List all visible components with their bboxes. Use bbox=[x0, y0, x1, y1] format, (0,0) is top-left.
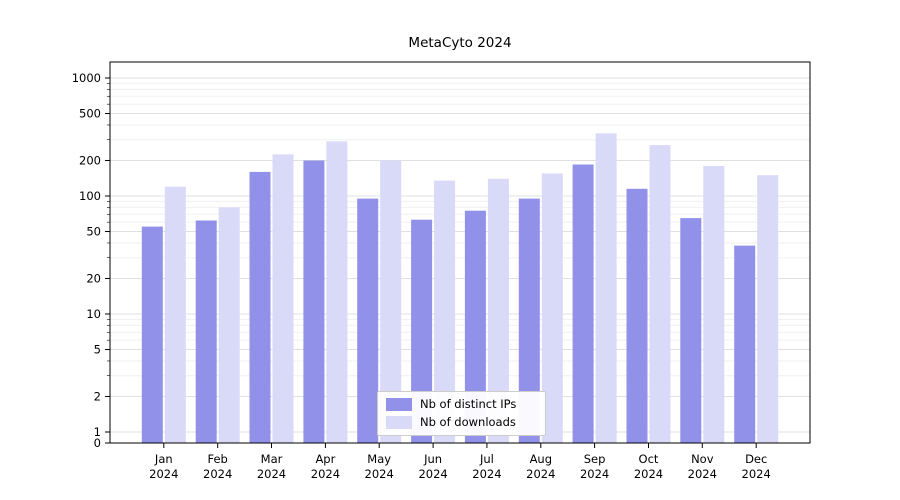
y-tick-label: 1 bbox=[94, 425, 101, 439]
bar-distinct-ips-9 bbox=[626, 188, 648, 443]
y-tick-label: 0 bbox=[94, 436, 101, 450]
bar-downloads-5 bbox=[434, 180, 456, 443]
x-tick-label-month: Apr bbox=[315, 452, 335, 466]
bar-distinct-ips-8 bbox=[572, 164, 594, 443]
x-tick-label-month: Oct bbox=[639, 452, 659, 466]
legend-swatch-distinct-ips-icon bbox=[386, 397, 412, 411]
y-tick-label: 50 bbox=[86, 225, 101, 239]
x-tick-label-month: Dec bbox=[745, 452, 767, 466]
bar-downloads-9 bbox=[649, 145, 671, 443]
bar-distinct-ips-3 bbox=[303, 160, 325, 443]
bar-distinct-ips-6 bbox=[464, 210, 486, 443]
x-tick-label-year: 2024 bbox=[203, 467, 232, 481]
y-tick-label: 20 bbox=[86, 272, 101, 286]
x-tick-label-month: Aug bbox=[530, 452, 552, 466]
chart-legend: Nb of distinct IPs Nb of downloads bbox=[377, 391, 546, 436]
x-tick-label-month: May bbox=[367, 452, 391, 466]
x-tick-label-month: Mar bbox=[261, 452, 283, 466]
legend-label-distinct-ips: Nb of distinct IPs bbox=[420, 397, 517, 411]
y-tick-label: 500 bbox=[79, 107, 101, 121]
x-tick-label-month: Feb bbox=[208, 452, 228, 466]
bar-downloads-4 bbox=[380, 160, 402, 443]
bar-downloads-8 bbox=[595, 133, 617, 444]
bar-downloads-1 bbox=[218, 207, 240, 443]
x-tick-label-year: 2024 bbox=[472, 467, 501, 481]
bar-downloads-6 bbox=[487, 178, 509, 444]
x-tick-label-month: Nov bbox=[691, 452, 714, 466]
y-tick-label: 10 bbox=[86, 307, 101, 321]
bar-downloads-11 bbox=[757, 175, 779, 443]
x-tick-label-year: 2024 bbox=[365, 467, 394, 481]
x-tick-label-month: Sep bbox=[584, 452, 606, 466]
bar-distinct-ips-1 bbox=[195, 220, 217, 443]
legend-item-distinct-ips: Nb of distinct IPs bbox=[386, 397, 537, 411]
x-tick-label-year: 2024 bbox=[418, 467, 447, 481]
x-tick-label-year: 2024 bbox=[688, 467, 717, 481]
bar-distinct-ips-5 bbox=[411, 219, 433, 443]
bar-downloads-3 bbox=[326, 141, 348, 443]
chart-title: MetaCyto 2024 bbox=[408, 35, 512, 51]
x-tick-label-year: 2024 bbox=[742, 467, 771, 481]
bar-distinct-ips-2 bbox=[249, 171, 271, 443]
x-tick-label-year: 2024 bbox=[526, 467, 555, 481]
plot-border bbox=[109, 61, 811, 444]
x-tick-label-year: 2024 bbox=[311, 467, 340, 481]
x-tick-label-month: Jun bbox=[423, 452, 442, 466]
bar-distinct-ips-7 bbox=[518, 198, 540, 443]
x-tick-label-year: 2024 bbox=[580, 467, 609, 481]
bar-downloads-7 bbox=[541, 173, 563, 443]
x-tick-label-year: 2024 bbox=[634, 467, 663, 481]
legend-swatch-downloads-icon bbox=[386, 415, 412, 429]
x-tick-label-month: Jan bbox=[154, 452, 173, 466]
y-tick-label: 200 bbox=[79, 154, 101, 168]
bar-downloads-2 bbox=[272, 154, 294, 443]
bar-distinct-ips-11 bbox=[734, 245, 756, 443]
legend-label-downloads: Nb of downloads bbox=[420, 415, 516, 429]
bar-distinct-ips-4 bbox=[357, 198, 379, 443]
x-tick-label-year: 2024 bbox=[257, 467, 286, 481]
x-tick-label-month: Jul bbox=[479, 452, 494, 466]
bar-distinct-ips-0 bbox=[141, 226, 163, 443]
bar-downloads-10 bbox=[703, 165, 725, 443]
bar-distinct-ips-10 bbox=[680, 218, 702, 443]
bar-downloads-0 bbox=[164, 186, 186, 443]
y-tick-label: 5 bbox=[94, 343, 101, 357]
y-tick-label: 1000 bbox=[72, 71, 101, 85]
y-tick-label: 100 bbox=[79, 189, 101, 203]
legend-item-downloads: Nb of downloads bbox=[386, 415, 537, 429]
y-tick-label: 2 bbox=[94, 390, 101, 404]
x-tick-label-year: 2024 bbox=[149, 467, 178, 481]
